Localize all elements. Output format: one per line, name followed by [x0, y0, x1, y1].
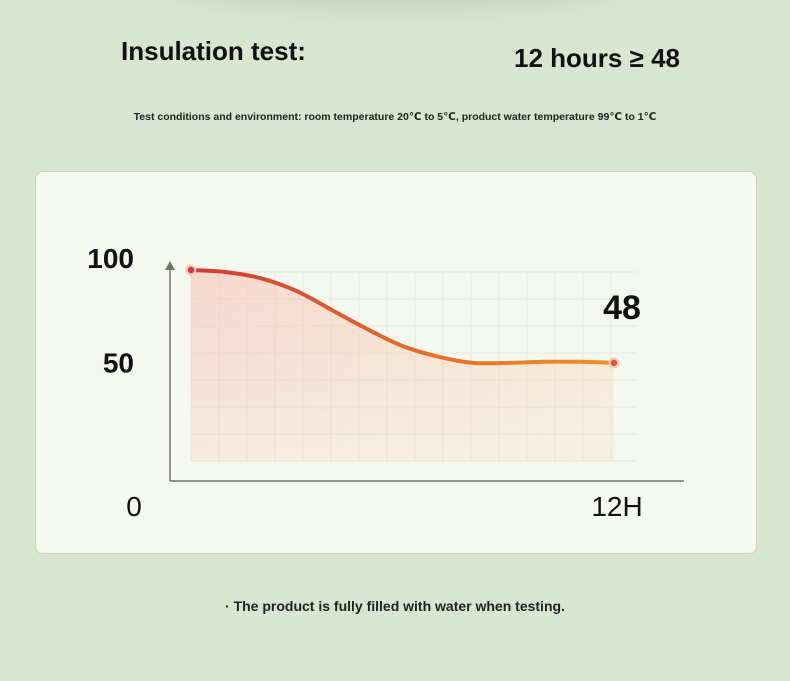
- x-tick-label: 0: [126, 491, 142, 522]
- y-tick-label: 50: [103, 348, 134, 379]
- end-point: [610, 359, 618, 367]
- page-title: Insulation test:: [121, 36, 306, 66]
- top-glow: [170, 0, 620, 10]
- area-fill: [191, 270, 614, 462]
- y-tick-label: 100: [87, 243, 134, 274]
- end-value-label: 48: [603, 289, 641, 327]
- series-line: [189, 268, 616, 366]
- x-tick-label: 12H: [591, 491, 642, 522]
- test-conditions-text: Test conditions and environment: room te…: [133, 111, 657, 123]
- headline-value: 12 hours ≥ 48: [514, 43, 681, 73]
- footer-note: · The product is fully filled with water…: [225, 598, 565, 614]
- insulation-chart: 100 50 0 12H 48: [87, 243, 684, 522]
- chart-card: 100 50 0 12H 48: [35, 171, 757, 554]
- start-point: [187, 266, 195, 274]
- y-axis-arrow-icon: [165, 261, 175, 270]
